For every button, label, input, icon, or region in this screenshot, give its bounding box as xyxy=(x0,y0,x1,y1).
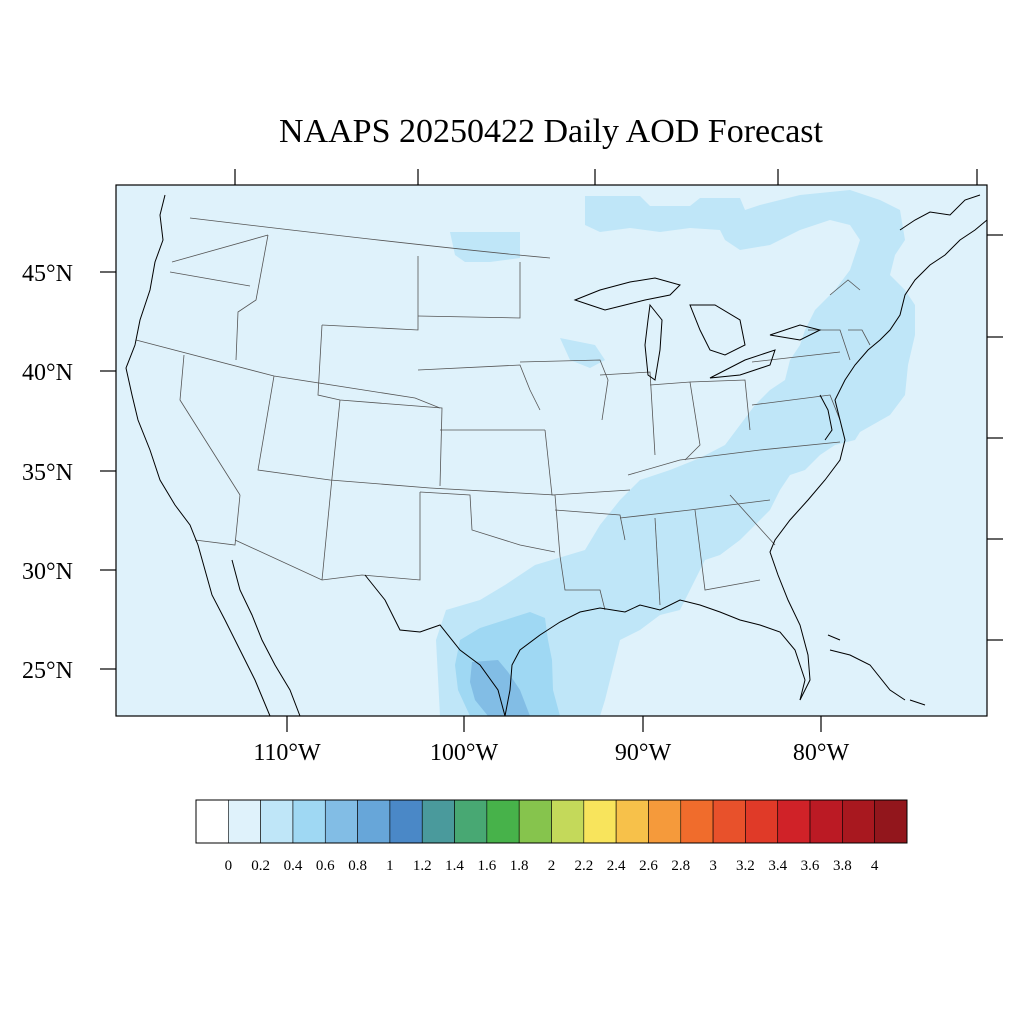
texas-gulf-coast xyxy=(504,599,806,716)
colorbar xyxy=(195,799,908,844)
colorbar-swatch xyxy=(551,799,585,844)
colorbar-tick-label: 1 xyxy=(386,858,394,874)
aod-layer xyxy=(436,190,915,716)
colorbar-swatch xyxy=(518,799,552,844)
lon-label: 90°W xyxy=(615,740,672,766)
lon-label: 80°W xyxy=(793,740,850,766)
map-frame xyxy=(115,184,988,717)
lat-label: 30°N xyxy=(22,559,73,585)
great-lakes-ontario xyxy=(769,324,822,341)
caribbean-islands xyxy=(827,634,926,706)
colorbar-tick-label: 3.2 xyxy=(736,858,755,874)
colorbar-swatch xyxy=(615,799,649,844)
lat-label: 25°N xyxy=(22,658,73,684)
aod-region-northern-plume xyxy=(436,190,915,716)
colorbar-tick-label: 3 xyxy=(709,858,717,874)
colorbar-swatch xyxy=(389,799,423,844)
canada-maritime xyxy=(899,194,981,231)
colorbar-tick-label: 0.6 xyxy=(316,858,335,874)
colorbar-swatch xyxy=(648,799,682,844)
coastlines xyxy=(125,194,987,716)
gulf-coast-mexico xyxy=(364,574,506,716)
lat-label: 40°N xyxy=(22,360,73,386)
map-title: NAAPS 20250422 Daily AOD Forecast xyxy=(279,113,824,150)
colorbar-swatch xyxy=(486,799,520,844)
colorbar-tick-label: 1.2 xyxy=(413,858,432,874)
colorbar-tick-label: 3.4 xyxy=(768,858,787,874)
colorbar-labels: 0 0.2 0.4 0.6 0.8 1 1.2 1.4 1.6 1.8 2 2.2 2.4 2.6 2.8 3… xyxy=(225,858,879,874)
colorbar-tick-label: 0.2 xyxy=(251,858,270,874)
colorbar-tick-label: 0.4 xyxy=(284,858,303,874)
colorbar-tick-label: 3.8 xyxy=(833,858,852,874)
colorbar-swatch xyxy=(357,799,391,844)
colorbar-swatch xyxy=(680,799,714,844)
colorbar-tick-label: 0 xyxy=(225,858,233,874)
colorbar-swatch xyxy=(292,799,326,844)
colorbar-tick-label: 1.6 xyxy=(477,858,496,874)
colorbar-tick-label: 1.8 xyxy=(510,858,529,874)
aod-region-northwest-lakes xyxy=(450,232,520,262)
colorbar-tick-label: 2.2 xyxy=(574,858,593,874)
colorbar-swatch xyxy=(583,799,617,844)
longitude-labels: 110°W 100°W 90°W 80°W xyxy=(253,740,849,766)
colorbar-swatch xyxy=(195,799,229,844)
colorbar-swatch xyxy=(842,799,875,844)
great-lakes-erie xyxy=(709,349,776,379)
map-ticks xyxy=(100,169,1003,732)
colorbar-swatch xyxy=(228,799,261,844)
colorbar-tick-label: 2.4 xyxy=(607,858,626,874)
colorbar-tick-label: 3.6 xyxy=(801,858,820,874)
great-lakes-superior xyxy=(573,277,681,311)
baja-gulf-coast xyxy=(231,559,301,716)
colorbar-tick-label: 1.4 xyxy=(445,858,464,874)
colorbar-frame xyxy=(195,799,908,844)
latitude-labels: 45°N 40°N 35°N 30°N 25°N xyxy=(22,261,73,684)
lon-label: 110°W xyxy=(253,740,321,766)
great-lakes-huron xyxy=(689,304,746,356)
colorbar-tick-label: 2 xyxy=(548,858,556,874)
colorbar-swatch xyxy=(324,799,358,844)
colorbar-swatch xyxy=(745,799,779,844)
aod-region-south-texas-core xyxy=(470,660,530,716)
colorbar-swatch xyxy=(874,799,908,844)
lat-label: 35°N xyxy=(22,460,73,486)
colorbar-swatch xyxy=(454,799,488,844)
great-lakes-michigan xyxy=(644,303,663,381)
chesapeake-bay xyxy=(819,394,833,441)
colorbar-tick-label: 2.6 xyxy=(639,858,658,874)
pacific-coast xyxy=(125,194,271,716)
florida-atlantic-coast xyxy=(769,219,987,701)
colorbar-swatch xyxy=(260,799,294,844)
lat-label: 45°N xyxy=(22,261,73,287)
colorbar-tick-label: 2.8 xyxy=(671,858,690,874)
colorbar-swatch xyxy=(809,799,843,844)
colorbar-swatch xyxy=(421,799,455,844)
colorbar-tick-label: 0.8 xyxy=(348,858,367,874)
colorbar-tick-label: 4 xyxy=(871,858,879,874)
lon-label: 100°W xyxy=(430,740,499,766)
colorbar-swatch xyxy=(777,799,811,844)
colorbar-swatch xyxy=(712,799,746,844)
